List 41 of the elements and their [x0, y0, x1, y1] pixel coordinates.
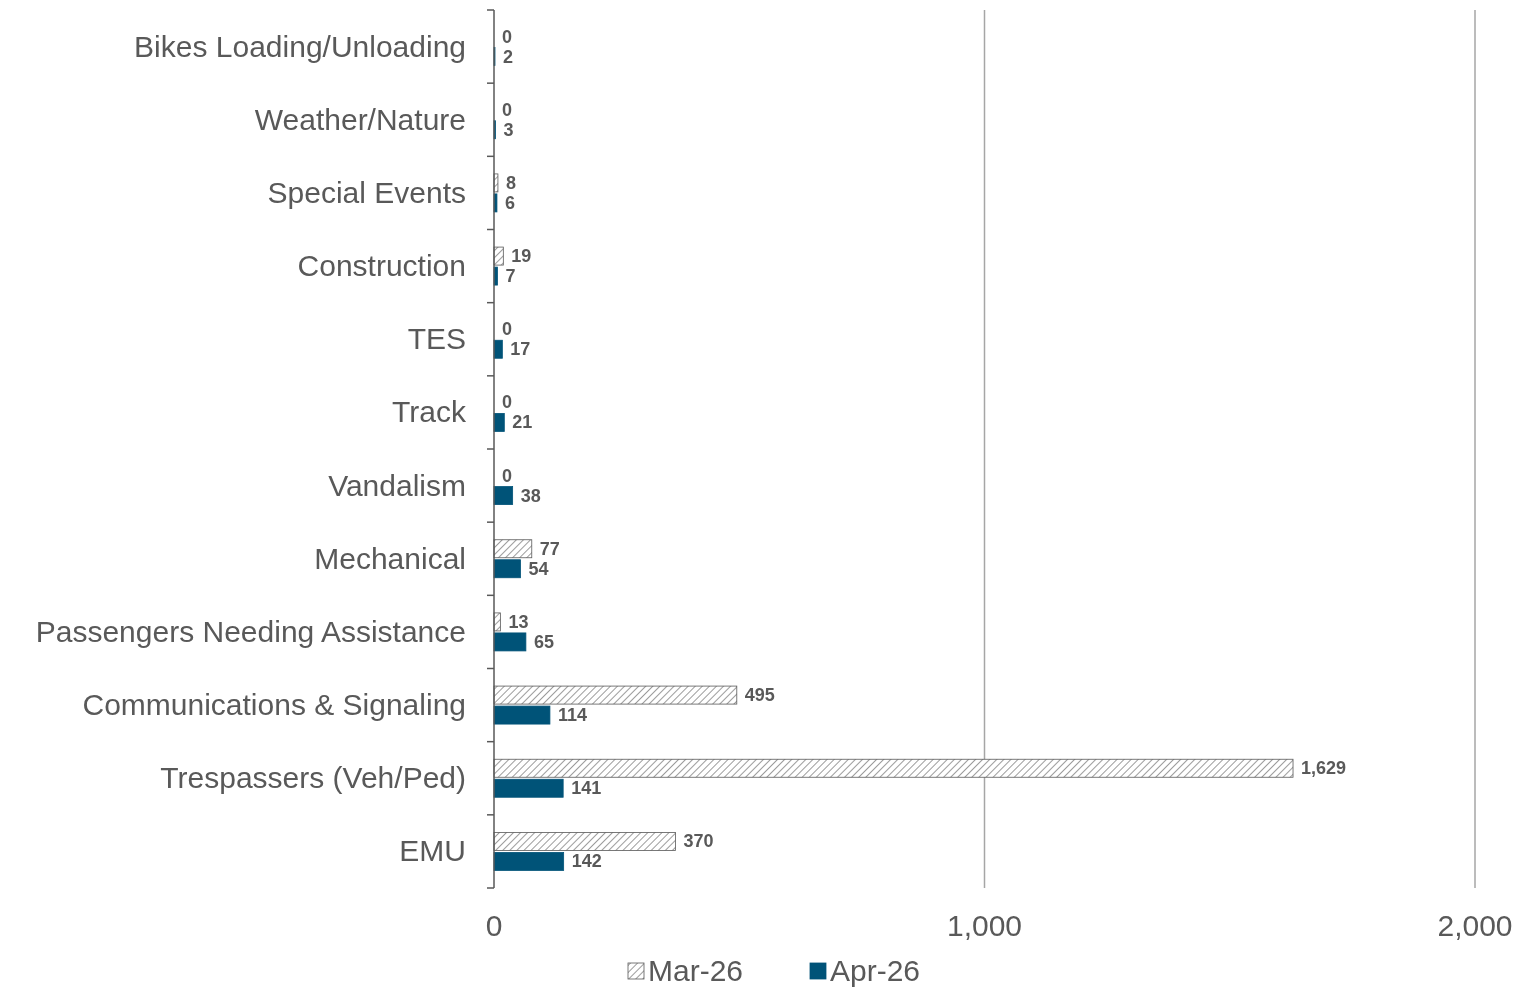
data-label: 0	[502, 26, 513, 47]
data-label: 0	[502, 99, 513, 120]
data-label: 0	[502, 392, 513, 413]
y-tick-label: Mechanical	[314, 541, 466, 575]
data-label: 8	[505, 172, 516, 193]
data-label: 17	[510, 339, 531, 360]
x-tick-label: 2,000	[1437, 909, 1513, 942]
data-label: 1,629	[1301, 758, 1347, 779]
x-tick-label: 0	[485, 909, 503, 942]
data-label: 6	[504, 192, 515, 213]
data-label: 77	[539, 538, 560, 559]
data-label: 65	[533, 631, 554, 652]
y-tick-label: TES	[407, 322, 466, 356]
y-tick-label: Trespassers (Veh/Ped)	[160, 761, 466, 795]
data-label: 114	[557, 705, 587, 726]
legend-label: Apr-26	[830, 954, 921, 987]
legend-label: Mar-26	[648, 954, 744, 987]
y-tick-label: Passengers Needing Assistance	[35, 614, 466, 648]
data-label: 141	[571, 778, 602, 799]
data-label: 13	[508, 611, 529, 632]
x-tick-label: 1,000	[946, 909, 1023, 942]
y-tick-label: Special Events	[267, 175, 466, 209]
y-tick-label: Weather/Nature	[254, 102, 466, 136]
data-label: 495	[744, 685, 775, 706]
y-tick-label: Communications & Signaling	[82, 688, 466, 722]
data-label: 0	[502, 319, 513, 340]
y-tick-label: Vandalism	[328, 468, 466, 502]
y-tick-label: EMU	[399, 834, 466, 868]
y-tick-label: Bikes Loading/Unloading	[134, 29, 466, 63]
data-label: 3	[503, 119, 514, 140]
data-label: 21	[512, 412, 533, 433]
data-label: 0	[502, 465, 513, 486]
data-label: 38	[520, 485, 541, 506]
y-tick-label: Track	[392, 395, 467, 429]
data-label: 370	[683, 831, 714, 852]
y-tick-label: Construction	[297, 249, 466, 283]
data-label: 54	[528, 558, 549, 579]
data-label: 19	[511, 246, 532, 267]
data-label: 142	[571, 851, 602, 872]
data-label: 2	[502, 46, 513, 67]
data-label: 7	[505, 266, 516, 287]
